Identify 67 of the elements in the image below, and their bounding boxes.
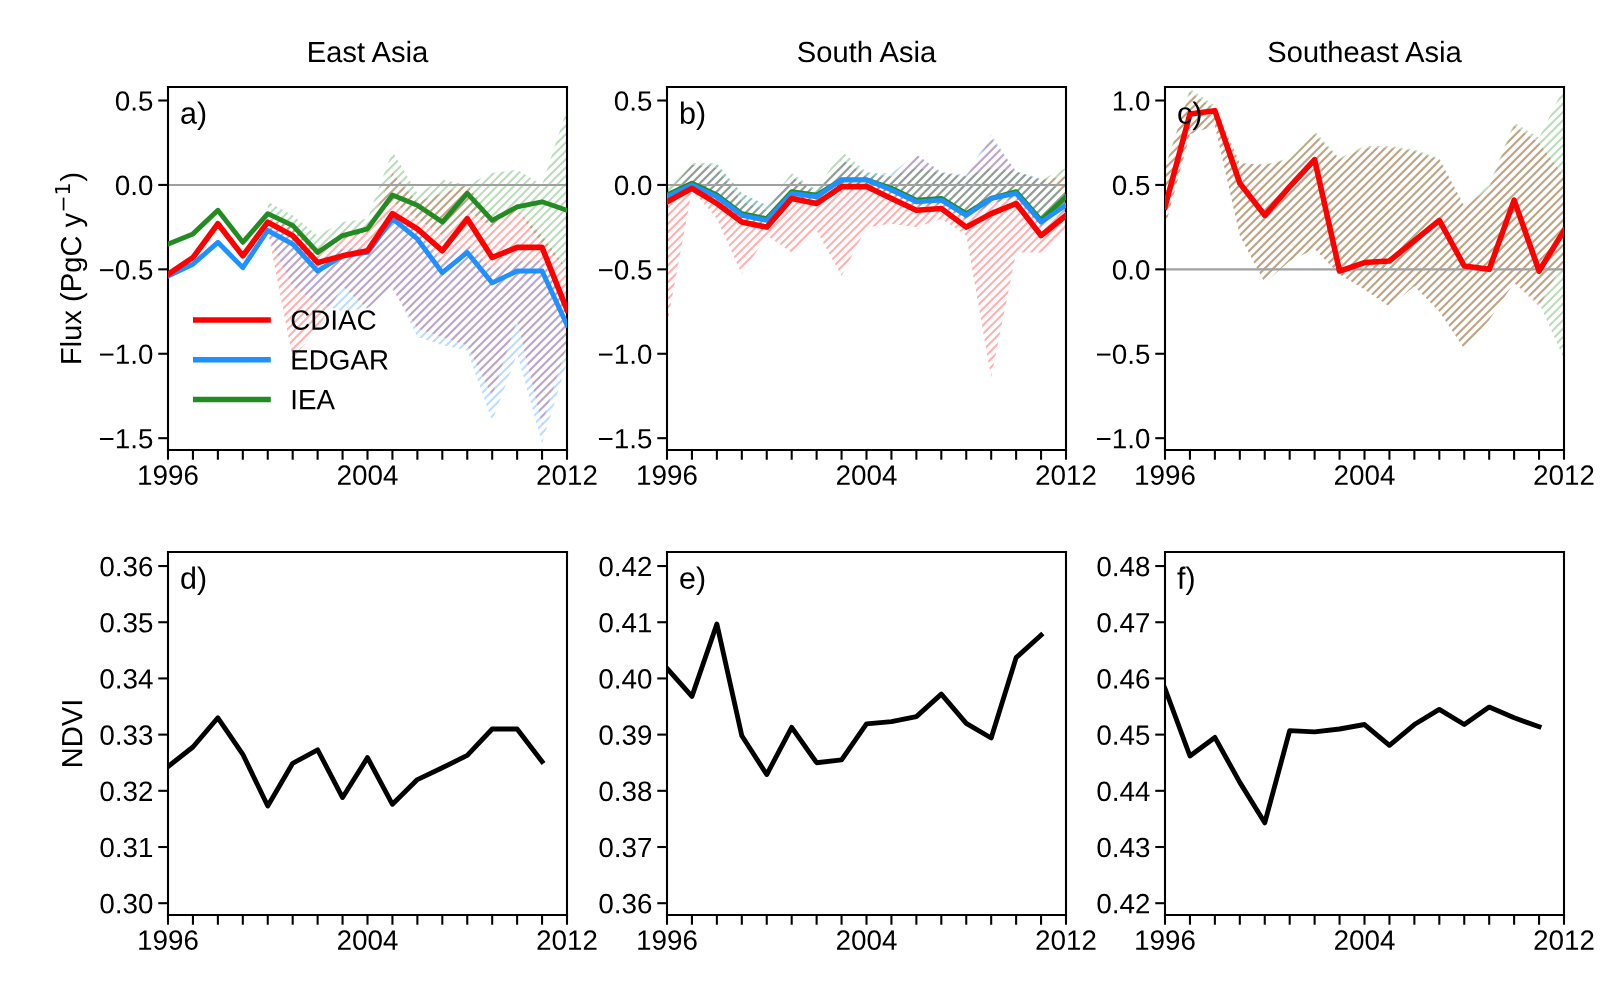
x-tick-label: 2012 — [1036, 930, 1096, 950]
y-tick-label: 0.39 — [599, 725, 652, 745]
x-tick-label: 2004 — [338, 465, 398, 485]
annotation: a) — [181, 101, 206, 130]
y-tick-label: 0.35 — [100, 612, 153, 633]
chart-title: East Asia — [309, 40, 429, 63]
y-tick-label: −0.5 — [1096, 344, 1150, 365]
y-tick-label: 0.5 — [614, 91, 652, 111]
annotation: d) — [181, 566, 206, 595]
y-tick-label: 0.45 — [1097, 725, 1150, 745]
y-tick-label: 0.47 — [1097, 612, 1150, 633]
y-tick-label: 1.0 — [1113, 91, 1150, 111]
y-tick-label: −0.5 — [598, 260, 652, 280]
x-tick-label: 1996 — [638, 465, 697, 485]
y-axis-title: NDVI — [62, 701, 83, 766]
y-tick-label: −1.0 — [1096, 428, 1150, 449]
y-tick-label: 0.38 — [599, 781, 652, 802]
y-tick-label: 0.5 — [1112, 175, 1150, 196]
y-tick-label: 0.42 — [599, 556, 652, 577]
y-tick-label: 0.44 — [1097, 781, 1150, 802]
x-tick-label: 2012 — [537, 465, 597, 485]
x-tick-label: 2004 — [1335, 930, 1395, 950]
y-tick-label: 0.5 — [115, 91, 153, 111]
x-tick-label: 2004 — [837, 465, 897, 485]
x-tick-label: 2012 — [537, 930, 597, 950]
x-tick-label: 1996 — [139, 930, 198, 950]
y-tick-label: 0.30 — [100, 893, 153, 914]
x-tick-label: 2004 — [338, 930, 398, 950]
y-tick-label: 0.46 — [1097, 669, 1150, 689]
chart-title: South Asia — [798, 40, 937, 63]
annotation: f) — [1177, 566, 1194, 595]
y-tick-label: 0.48 — [1097, 556, 1150, 577]
y-tick-label: 0.34 — [100, 669, 153, 689]
chart-title: Southeast Asia — [1268, 40, 1462, 63]
y-tick-label: 0.43 — [1097, 837, 1150, 858]
y-tick-label: 0.36 — [599, 893, 652, 914]
y-tick-label: 0.41 — [599, 612, 652, 633]
y-tick-label: 0.36 — [100, 556, 153, 577]
y-tick-label: 0.0 — [614, 175, 652, 196]
y-axis-title: Flux (PgC y$^{−1}$) — [55, 173, 88, 363]
x-tick-label: 2012 — [1534, 465, 1594, 485]
y-tick-label: −1.5 — [598, 429, 652, 449]
x-tick-label: 2004 — [837, 930, 897, 950]
y-tick-label: 0.37 — [599, 837, 652, 858]
y-tick-label: 0.0 — [115, 175, 153, 196]
y-tick-label: −1.5 — [99, 429, 153, 449]
y-tick-label: −0.5 — [99, 260, 153, 280]
x-tick-label: 1996 — [1136, 465, 1195, 485]
legend-label: IEA — [292, 390, 335, 410]
y-tick-label: 0.0 — [1112, 260, 1150, 280]
y-tick-label: 0.32 — [100, 781, 153, 802]
legend-label: EDGAR — [292, 350, 388, 370]
x-tick-label: 1996 — [638, 930, 697, 950]
annotation: b) — [680, 101, 705, 130]
y-tick-label: 0.31 — [100, 837, 153, 858]
x-tick-label: 1996 — [139, 465, 198, 485]
y-tick-label: 0.33 — [100, 725, 153, 745]
y-tick-label: 0.40 — [599, 669, 652, 689]
annotation: e) — [680, 566, 705, 595]
y-tick-label: −1.0 — [99, 344, 153, 365]
legend-label: CDIAC — [291, 310, 376, 330]
y-tick-label: 0.42 — [1097, 893, 1150, 914]
x-tick-label: 2012 — [1534, 930, 1594, 950]
y-tick-label: −1.0 — [598, 344, 652, 365]
x-tick-label: 1996 — [1136, 930, 1195, 950]
x-tick-label: 2004 — [1335, 465, 1395, 485]
x-tick-label: 2012 — [1036, 465, 1096, 485]
